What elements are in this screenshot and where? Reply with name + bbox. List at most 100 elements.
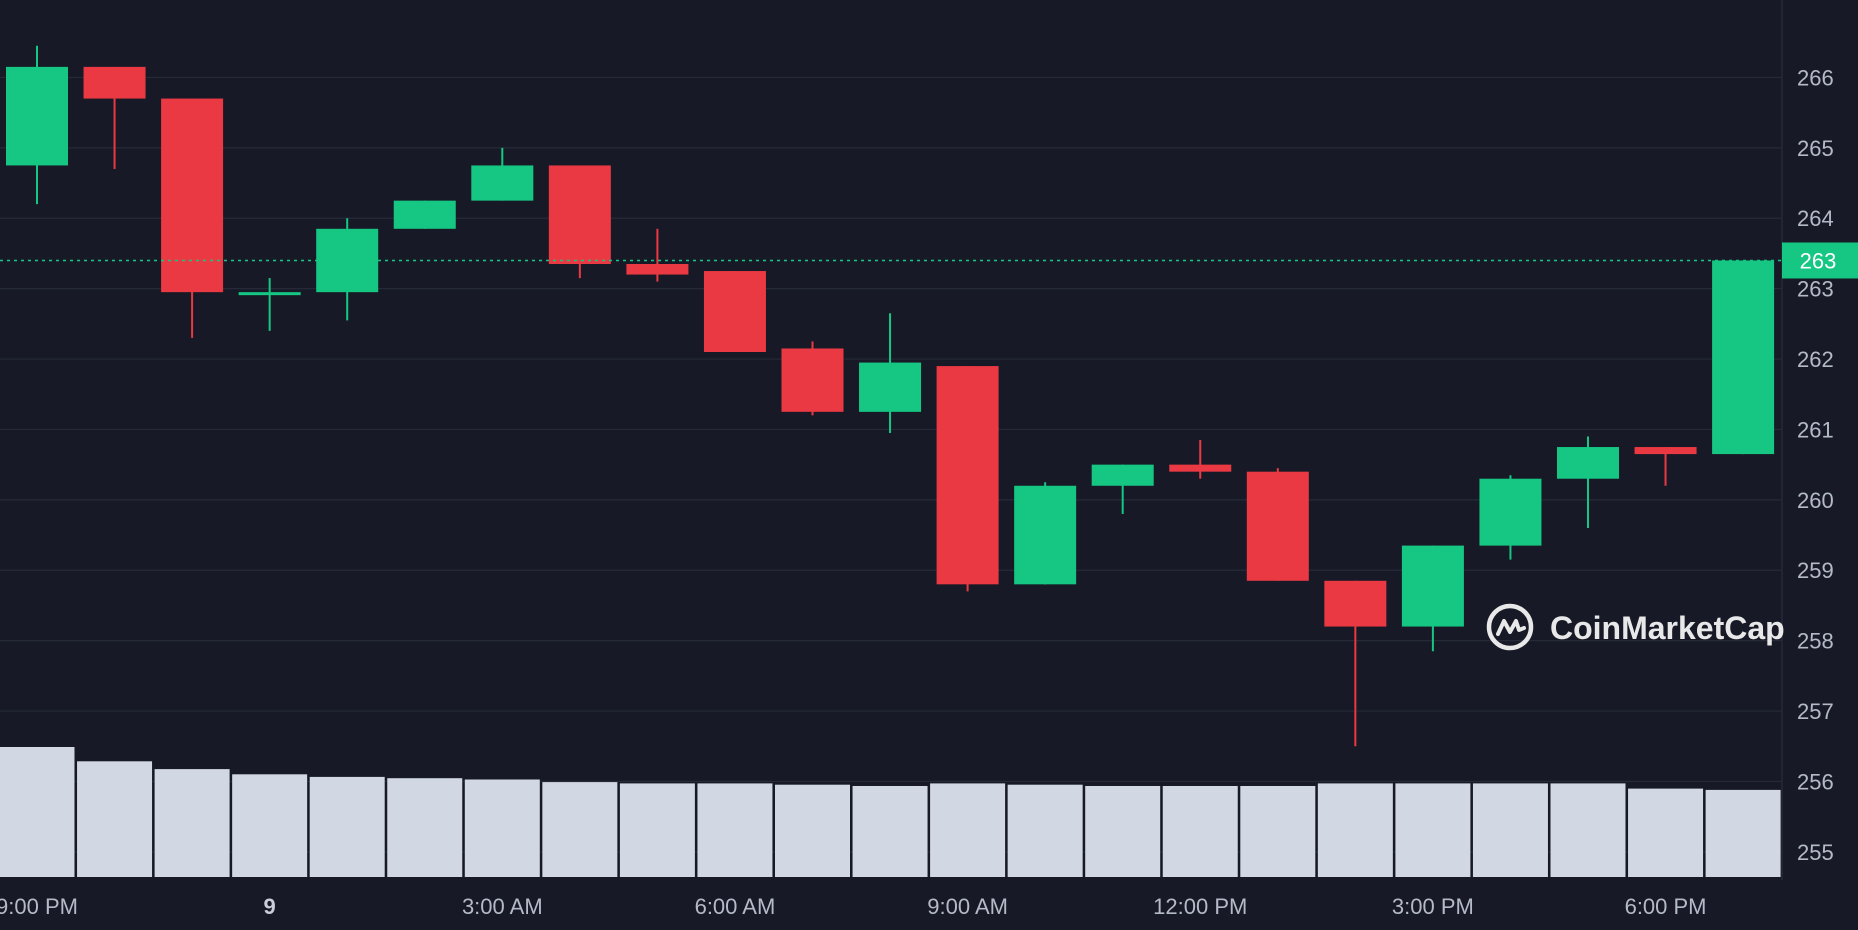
candle-up[interactable] <box>1557 436 1619 528</box>
candles <box>6 45 1775 747</box>
candle-down[interactable] <box>1634 447 1697 486</box>
watermark-text: CoinMarketCap <box>1550 610 1785 646</box>
volume-bar <box>697 783 773 877</box>
x-tick-label: 9 <box>264 894 276 919</box>
candle-up[interactable] <box>859 313 922 433</box>
y-tick-label: 262 <box>1797 347 1834 372</box>
volume-bar <box>930 783 1006 877</box>
y-tick-label: 255 <box>1797 840 1834 865</box>
candle-body <box>703 271 766 352</box>
candle-down[interactable] <box>1169 440 1232 479</box>
x-tick-label: 6:00 PM <box>1625 894 1707 919</box>
volume-bar <box>77 761 153 877</box>
candle-body <box>83 66 146 99</box>
candle-body <box>161 98 224 293</box>
coinmarketcap-watermark: CoinMarketCap <box>1486 603 1785 651</box>
candle-down[interactable] <box>83 66 146 169</box>
candle-down[interactable] <box>1246 468 1309 581</box>
candle-body <box>859 362 922 412</box>
candle-body <box>316 228 379 293</box>
candle-up[interactable] <box>1401 545 1464 652</box>
volume-bar <box>775 784 850 877</box>
candle-up[interactable] <box>393 200 456 229</box>
candle-body <box>548 165 611 264</box>
volume-bar <box>1085 786 1161 877</box>
current-price-tag-bg <box>1782 242 1858 279</box>
candle-up[interactable] <box>316 218 379 321</box>
y-tick-label: 263 <box>1797 277 1834 302</box>
volume-bar <box>1550 783 1626 877</box>
candle-up[interactable] <box>6 45 68 205</box>
volume-bar <box>1395 783 1471 877</box>
volume-bar <box>1472 783 1548 877</box>
candle-body <box>781 348 844 412</box>
candle-up[interactable] <box>471 147 534 201</box>
volume-bars <box>0 747 1781 877</box>
candle-body <box>626 264 689 275</box>
candle-up[interactable] <box>1014 482 1077 585</box>
candle-down[interactable] <box>936 366 999 592</box>
volume-bar <box>852 786 928 877</box>
x-tick-label: 3:00 PM <box>1392 894 1474 919</box>
y-tick-label: 260 <box>1797 488 1834 513</box>
candle-body <box>1246 471 1309 581</box>
candle-up[interactable] <box>1712 260 1775 455</box>
x-tick-label: 9:00 AM <box>927 894 1008 919</box>
candle-down[interactable] <box>703 271 766 352</box>
x-axis: 9:00 PM 9 3:00 AM 6:00 AM 9:00 AM 12:00 PM 3:0… <box>0 894 1707 919</box>
candle-body <box>1401 545 1464 627</box>
volume-bar <box>464 779 540 877</box>
volume-bar <box>0 747 75 877</box>
y-tick-label: 258 <box>1797 629 1834 654</box>
candle-up[interactable] <box>1479 475 1542 560</box>
volume-bar <box>619 783 695 877</box>
candle-body <box>1324 580 1387 627</box>
volume-bar <box>1705 789 1781 877</box>
volume-bar <box>1007 784 1083 877</box>
candle-down[interactable] <box>781 341 844 416</box>
candle-body <box>1557 447 1619 479</box>
y-tick-label: 266 <box>1797 65 1834 90</box>
candle-body <box>1712 260 1775 455</box>
candle-body <box>6 66 68 166</box>
y-tick-label: 259 <box>1797 558 1834 583</box>
y-tick-label: 257 <box>1797 699 1834 724</box>
current-price-label: 263 <box>1800 248 1837 273</box>
current-price-tag: 263 <box>1782 242 1858 279</box>
volume-bar <box>1240 786 1316 877</box>
candle-down[interactable] <box>548 165 611 279</box>
candle-down[interactable] <box>626 228 689 282</box>
y-tick-label: 264 <box>1797 206 1834 231</box>
candle-up[interactable] <box>238 278 301 331</box>
y-axis: 255 256 257 258 259 260 261 262 263 264 265 266 <box>1797 65 1834 864</box>
candle-body <box>393 200 456 229</box>
candle-body <box>238 292 301 296</box>
x-tick-label: 6:00 AM <box>695 894 776 919</box>
candle-body <box>1479 478 1542 546</box>
candle-body <box>1169 464 1232 472</box>
candle-body <box>1014 485 1077 585</box>
volume-bar <box>1162 786 1238 877</box>
coinmarketcap-logo-icon <box>1486 603 1534 651</box>
x-tick-label: 9:00 PM <box>0 894 78 919</box>
x-tick-label: 3:00 AM <box>462 894 543 919</box>
candle-body <box>936 366 999 585</box>
y-tick-label: 265 <box>1797 136 1834 161</box>
candle-up[interactable] <box>1091 464 1154 514</box>
candle-body <box>471 165 534 201</box>
volume-bar <box>309 776 385 877</box>
volume-bar <box>1628 788 1704 877</box>
volume-bar <box>542 782 618 877</box>
volume-bar <box>154 769 230 877</box>
candle-down[interactable] <box>1324 580 1387 747</box>
grid-lines <box>0 76 1782 853</box>
volume-bar <box>1317 783 1393 877</box>
candle-body <box>1091 464 1154 486</box>
y-tick-label: 256 <box>1797 769 1834 794</box>
y-tick-label: 261 <box>1797 417 1834 442</box>
volume-bar <box>232 774 308 877</box>
x-tick-label: 12:00 PM <box>1153 894 1247 919</box>
